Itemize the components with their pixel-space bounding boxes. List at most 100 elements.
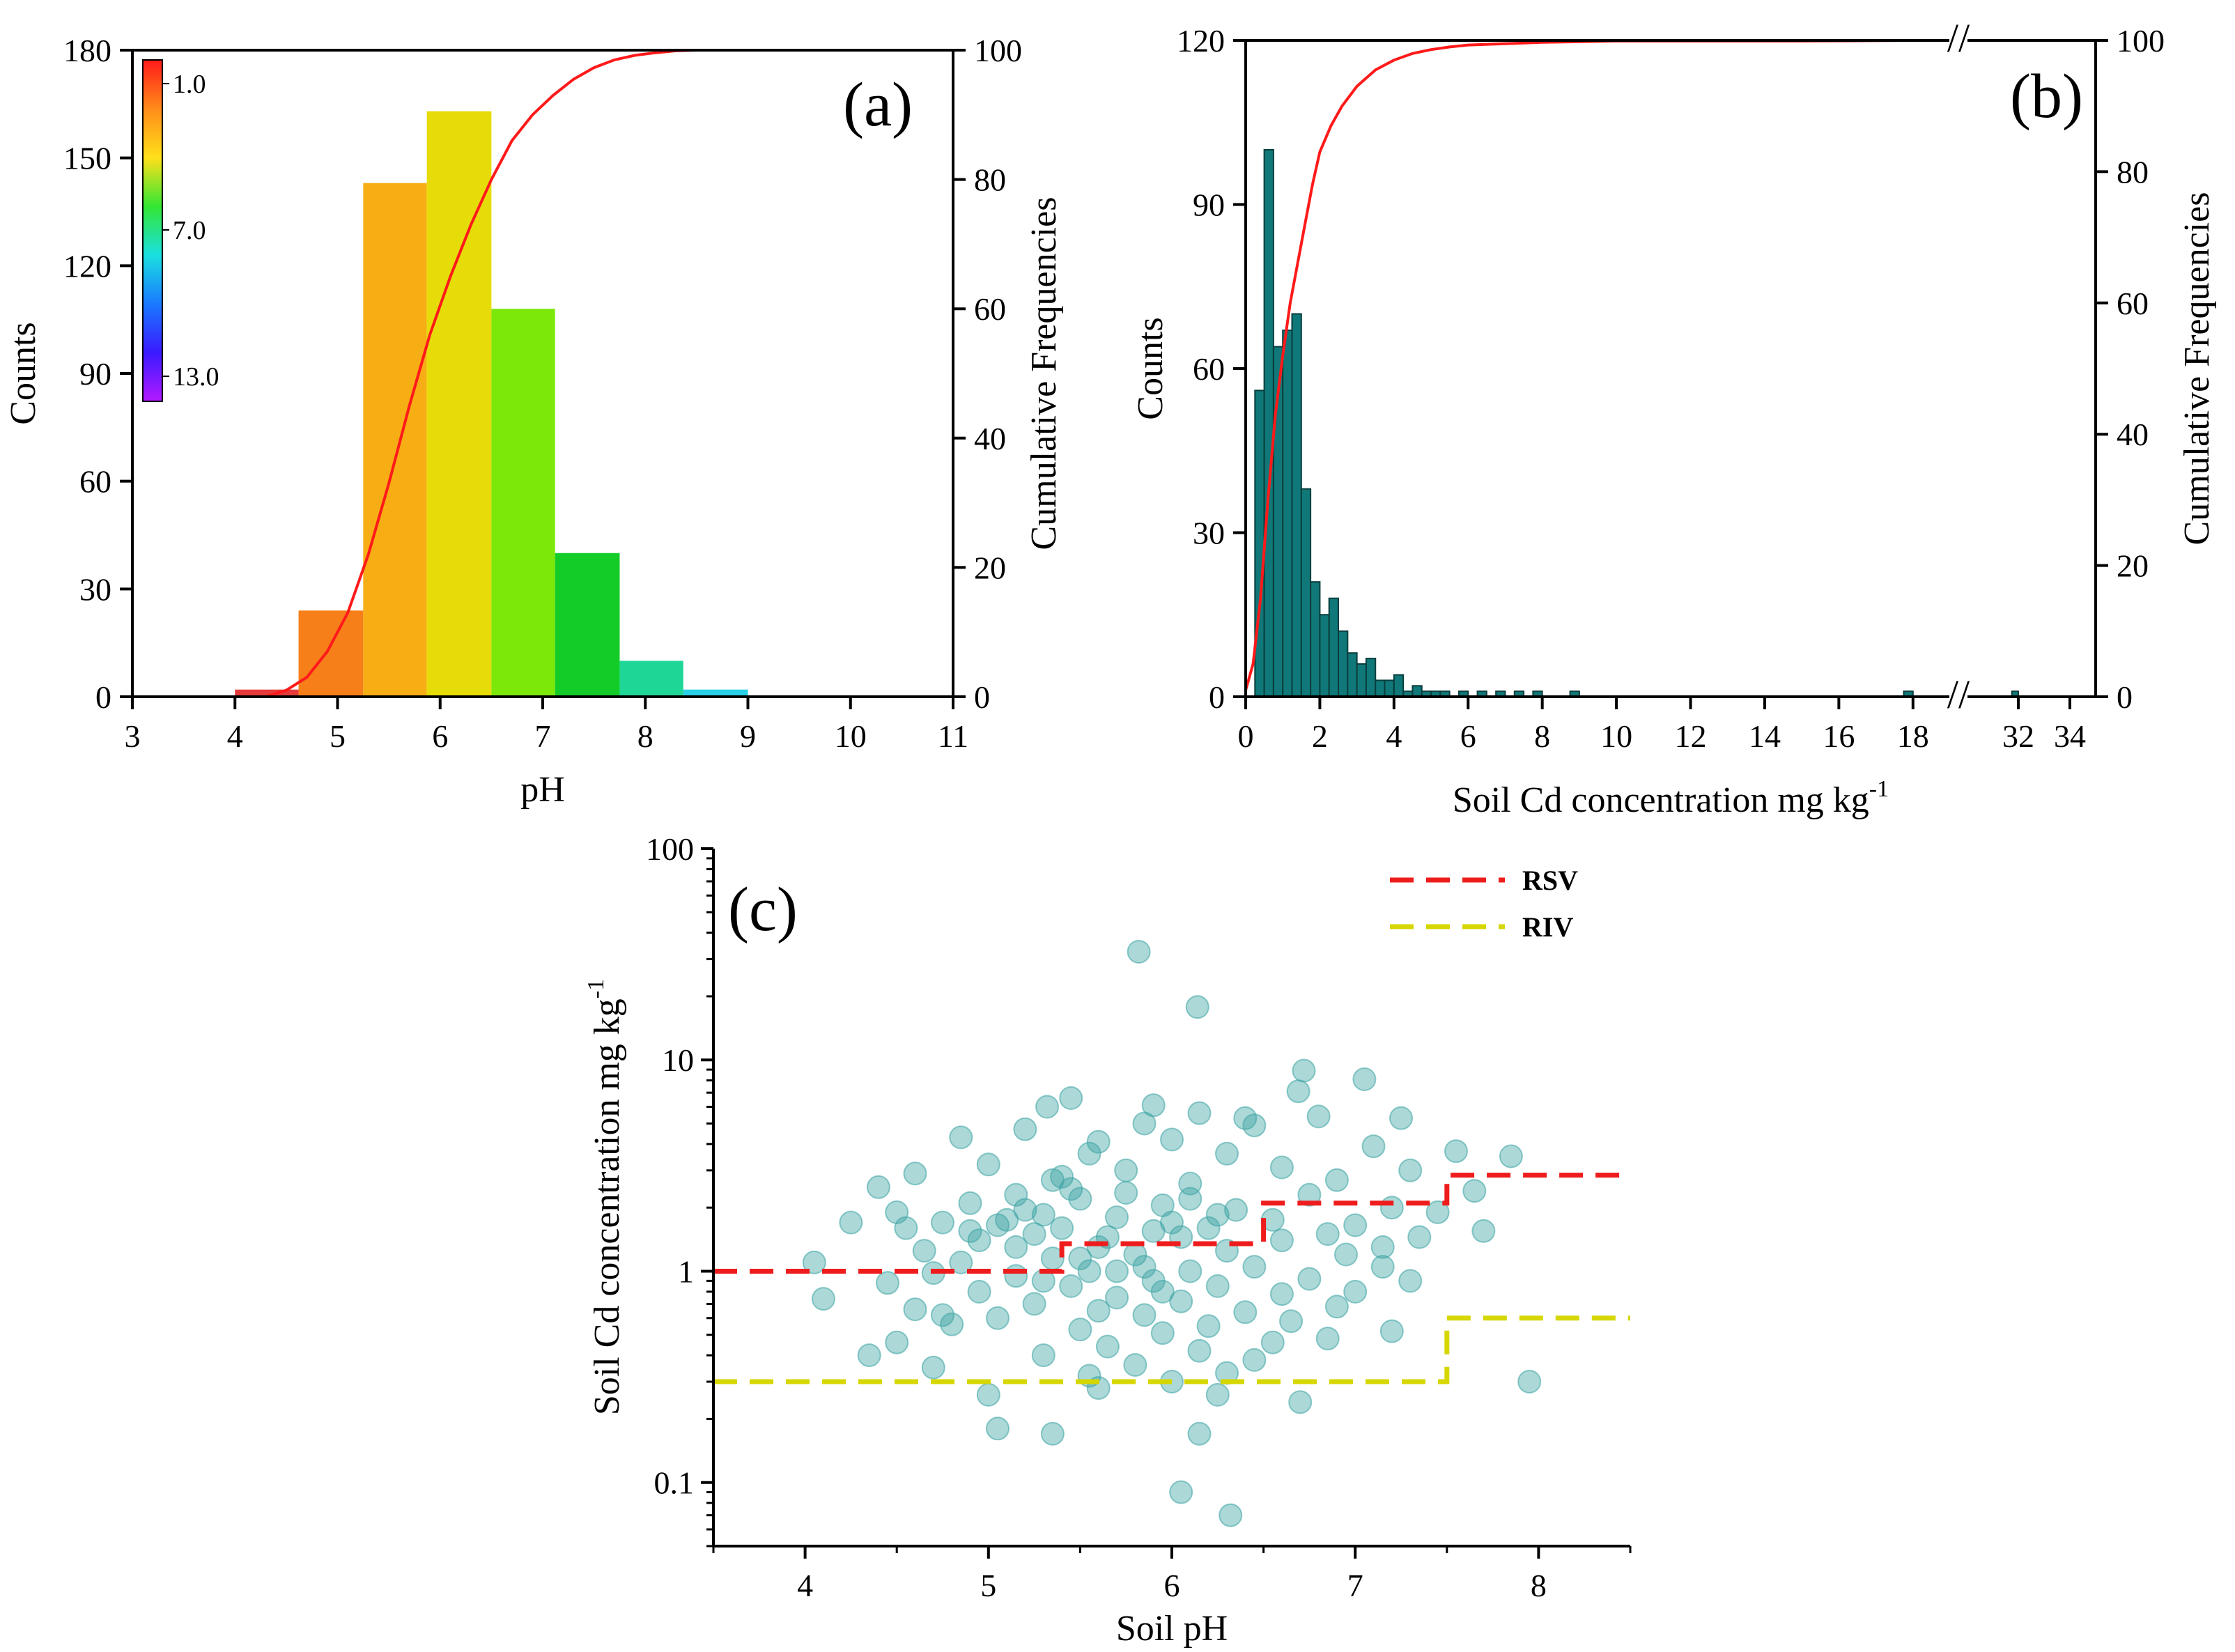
panel-c-point-17 — [1160, 1127, 1184, 1152]
panel-c-point-70 — [1178, 1259, 1202, 1283]
panel-c-point-80 — [967, 1279, 991, 1304]
panel-b-x-tick-label-4: 8 — [1534, 718, 1550, 754]
panel-c-point-13 — [1242, 1113, 1267, 1138]
panel-b-histogram: 0 2 4 6 8 10 12 14 16 18 32 34 0 30 60 90 120 0 20 40 60 80… — [1131, 15, 2217, 820]
panel-c-point-60 — [912, 1239, 936, 1263]
panel-c-y-title-superscript: -1 — [583, 979, 609, 998]
panel-b-x-tick-label-1: 2 — [1312, 718, 1328, 754]
panel-b-x-title: Soil Cd concentration mg kg-1 — [1453, 776, 1889, 820]
panel-c-point-78 — [1059, 1274, 1083, 1298]
panel-b-y-tick-label-0: 0 — [1209, 679, 1225, 715]
panel-c-point-130 — [1160, 1210, 1184, 1235]
panel-c-point-139 — [1205, 1203, 1230, 1227]
panel-c-point-51 — [894, 1216, 918, 1240]
panel-b-label: (b) — [2010, 62, 2083, 131]
panel-a-x-ticks: 3 4 5 6 7 8 9 10 11 — [125, 697, 968, 754]
panel-a-x-tick-label-1: 4 — [227, 718, 243, 754]
colorbar-label-7: 7.0 — [173, 216, 206, 245]
panel-c-point-121 — [1013, 1198, 1037, 1222]
panel-a-bar-5 — [555, 553, 620, 697]
panel-b-x-tick-label-6: 12 — [1675, 718, 1707, 754]
panel-a-x-tick-label-2: 5 — [330, 718, 346, 754]
panel-c-point-96 — [1150, 1321, 1175, 1345]
panel-a-y-ticks: 0 30 60 90 120 150 180 — [63, 33, 132, 715]
panel-a-y-tick-label-1: 30 — [79, 571, 111, 607]
panel-c-point-101 — [1187, 1338, 1212, 1363]
panel-c-point-11 — [1306, 1104, 1331, 1129]
panel-c-point-1 — [1185, 995, 1209, 1019]
panel-b-bar-1 — [1263, 149, 1274, 697]
panel-c-point-19 — [1444, 1139, 1468, 1164]
panel-c-point-2 — [1292, 1058, 1316, 1083]
legend-riv-label: RIV — [1522, 911, 1573, 943]
panel-b-y-tick-label-1: 30 — [1193, 516, 1225, 551]
panel-b-bar-3 — [1282, 330, 1293, 697]
panel-a-x-title: pH — [520, 770, 565, 810]
panel-b-x-ticks: 0 2 4 6 8 10 12 14 16 18 32 34 — [1238, 697, 2086, 754]
panel-c-point-73 — [1004, 1264, 1028, 1288]
panel-c-point-21 — [1215, 1141, 1239, 1166]
panel-c-point-5 — [1059, 1086, 1083, 1110]
panel-c-point-118 — [1169, 1480, 1193, 1504]
panel-c-point-38 — [1224, 1198, 1248, 1222]
panel-c-point-10 — [1389, 1106, 1413, 1130]
panel-c-point-86 — [1324, 1295, 1349, 1319]
panel-c-point-136 — [931, 1303, 954, 1327]
colorbar-label-1: 1.0 — [173, 70, 206, 99]
panel-c-y-tick-label-3: 100 — [646, 831, 694, 867]
panel-c-point-32 — [1004, 1182, 1028, 1207]
panel-c-point-81 — [1269, 1282, 1294, 1306]
panel-c-point-56 — [967, 1228, 991, 1253]
panel-b-x-tick-label-8: 16 — [1823, 718, 1855, 754]
panel-c-point-112 — [1517, 1370, 1542, 1394]
panel-a-y2-tick-label-4: 80 — [974, 162, 1006, 198]
panel-a-y-tick-label-5: 150 — [63, 141, 111, 176]
axis-break-top: // — [1947, 15, 1970, 61]
panel-c-point-15 — [949, 1125, 973, 1150]
axis-break-bottom: // — [1947, 672, 1970, 717]
panel-c-rsv-line — [713, 1173, 1630, 1274]
panel-a-y2-tick-label-2: 40 — [974, 421, 1006, 456]
panel-a-x-tick-label-3: 6 — [432, 718, 448, 754]
panel-a-y-title: Counts — [3, 322, 43, 424]
panel-a-y-tick-label-6: 180 — [63, 33, 111, 68]
panel-c-label: (c) — [728, 875, 798, 944]
panel-b-y2-tick-label-5: 100 — [2117, 23, 2165, 59]
panel-c-point-14 — [1013, 1117, 1037, 1141]
panel-c-x-tick-label-1: 5 — [980, 1568, 996, 1603]
panel-c-x-tick-label-2: 6 — [1164, 1568, 1180, 1603]
legend-rsv-label: RSV — [1522, 865, 1578, 896]
panel-c-point-42 — [1105, 1205, 1129, 1230]
panel-b-axis-break: // // — [1947, 15, 1970, 717]
panel-b-x-tick-label-9: 18 — [1897, 718, 1929, 754]
panel-b-y-ticks: 0 30 60 90 120 — [1177, 23, 1246, 715]
panel-c-y-tick-label-0: 0.1 — [654, 1465, 695, 1501]
panel-c-point-125 — [1114, 1181, 1138, 1205]
panel-b-bar-13 — [1375, 679, 1386, 698]
panel-b-y2-title: Cumulative Frequencies — [2177, 192, 2217, 546]
panel-c-point-33 — [1297, 1182, 1322, 1207]
panel-b-bar-17 — [1412, 685, 1423, 697]
panel-c-point-111 — [1205, 1382, 1230, 1407]
panel-c-y-tick-label-1: 1 — [678, 1253, 694, 1289]
panel-b-x-tick-label-0: 0 — [1238, 718, 1254, 754]
panel-c-point-36 — [1379, 1196, 1404, 1220]
panel-a-y2-tick-label-0: 0 — [974, 679, 990, 715]
panel-c-legend: RSV RIV — [1390, 865, 1578, 943]
panel-b-y-tick-label-4: 120 — [1177, 23, 1225, 59]
panel-c-x-tick-label-4: 8 — [1531, 1568, 1547, 1603]
panel-c-point-18 — [1361, 1134, 1386, 1159]
panel-b-y2-tick-label-4: 80 — [2117, 154, 2149, 190]
panel-c-point-68 — [1242, 1255, 1267, 1279]
panel-c-point-126 — [1068, 1246, 1092, 1271]
panel-c-point-34 — [1068, 1187, 1092, 1211]
panel-c-y-ticks: 0.1 1 10 100 — [646, 831, 713, 1547]
panel-c-point-69 — [1077, 1259, 1101, 1283]
panel-b-bar-4 — [1291, 313, 1302, 697]
panel-a-bars — [235, 111, 748, 697]
panel-c-point-12 — [1132, 1111, 1157, 1136]
panel-c-point-100 — [1095, 1334, 1120, 1359]
panel-c-point-63 — [1334, 1242, 1358, 1267]
panel-c-point-25 — [1269, 1155, 1294, 1180]
